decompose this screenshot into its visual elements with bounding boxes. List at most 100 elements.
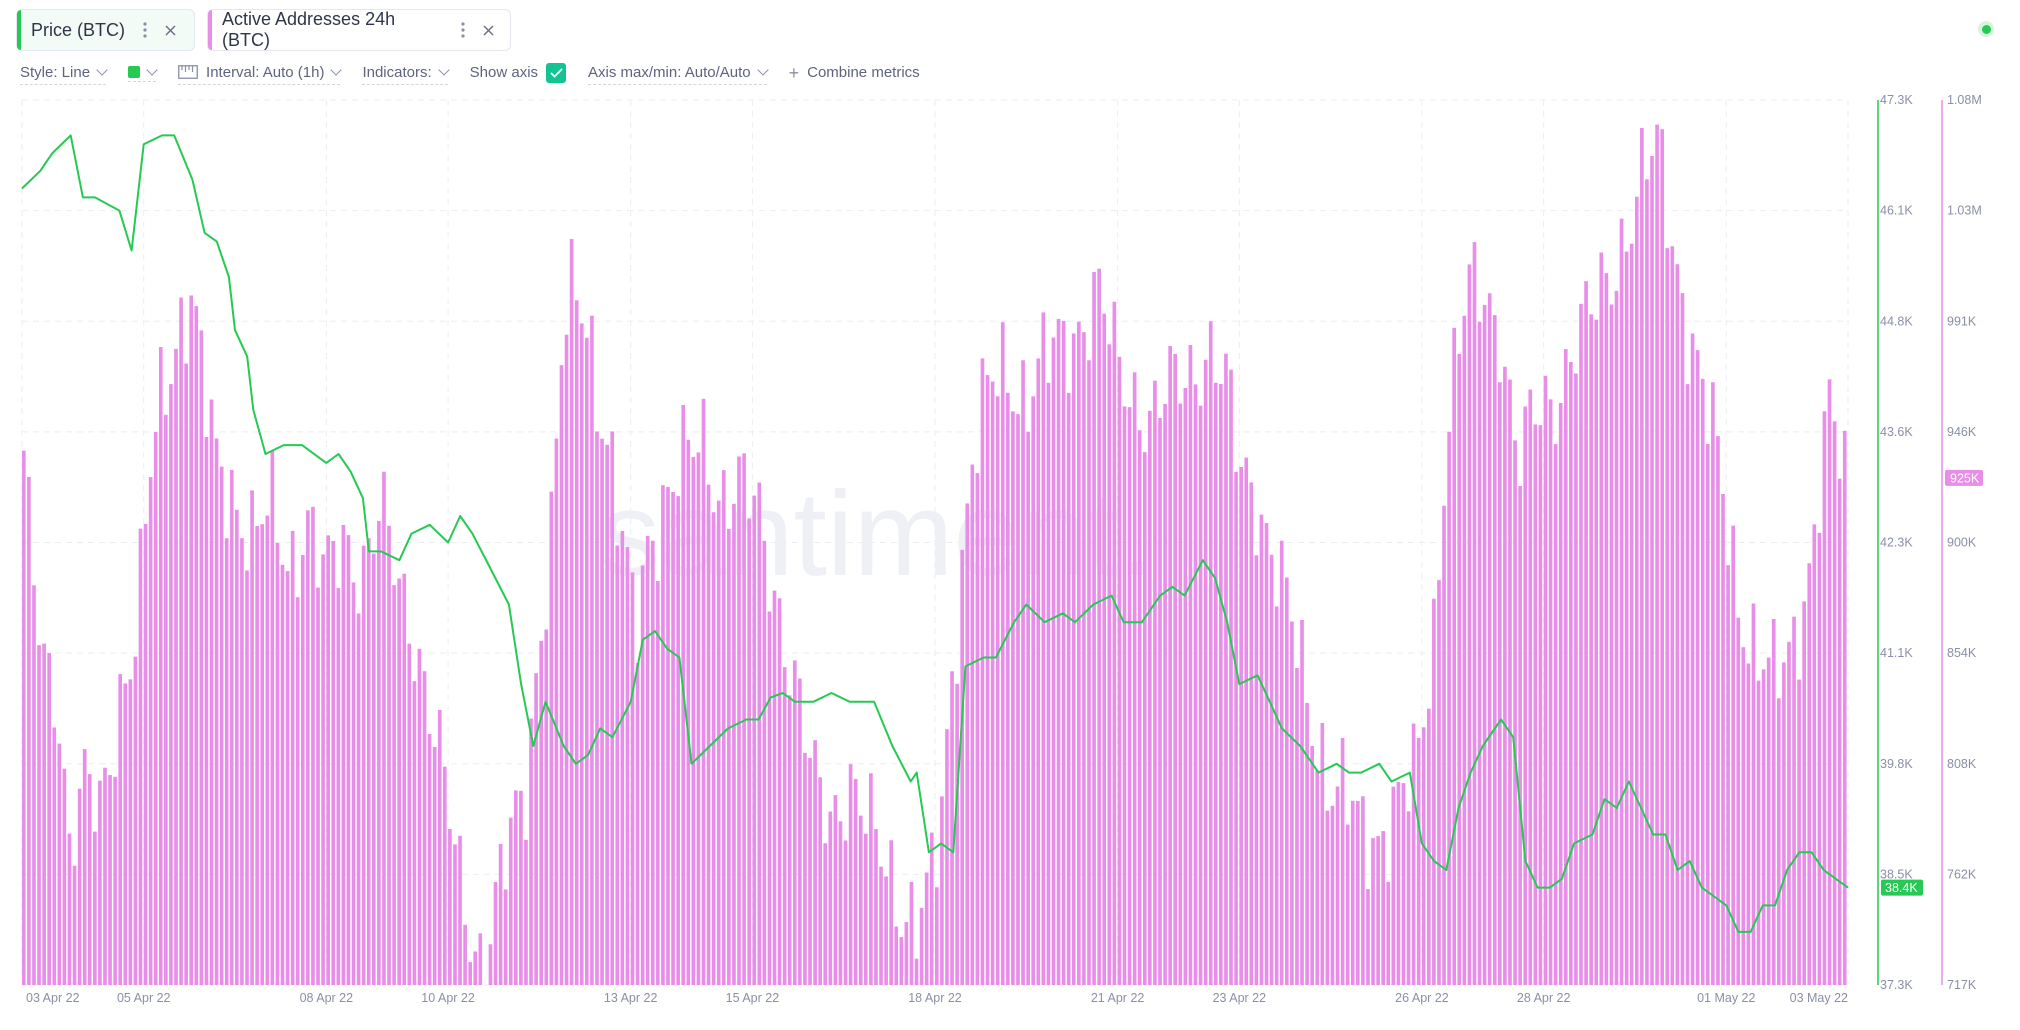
x-axis-tick-label: 15 Apr 22 — [726, 991, 780, 1005]
active-addresses-bar — [1279, 540, 1284, 985]
style-dropdown[interactable]: Style: Line — [20, 64, 108, 85]
active-addresses-bar — [1629, 243, 1634, 985]
active-addresses-bar — [1092, 272, 1096, 985]
more-vertical-icon[interactable] — [143, 22, 147, 38]
active-addresses-bar — [32, 585, 36, 985]
close-icon[interactable] — [483, 24, 494, 36]
active-addresses-bar — [737, 456, 741, 985]
active-addresses-bar — [427, 734, 432, 985]
active-addresses-bar — [1452, 327, 1457, 986]
x-axis-tick-label: 28 Apr 22 — [1517, 991, 1571, 1005]
active-addresses-bar — [123, 683, 128, 985]
chart-axes: 47.3K 46.1K 44.8K 43.6K 42.3K 41.1K 39.8K 38.5K… — [26, 93, 1983, 1005]
more-vertical-icon[interactable] — [461, 22, 465, 38]
active-addresses-bar — [1432, 598, 1436, 985]
active-addresses-bar — [1148, 410, 1152, 986]
active-addresses-bar — [539, 640, 544, 985]
active-addresses-bar — [1721, 494, 1725, 985]
active-addresses-bar — [1269, 554, 1274, 985]
active-addresses-bar — [22, 450, 26, 985]
active-addresses-bar — [1249, 482, 1254, 985]
tab-active-addresses[interactable]: Active Addresses 24h (BTC) — [207, 9, 511, 51]
x-axis-tick-label: 13 Apr 22 — [604, 991, 658, 1005]
active-addresses-bar — [1061, 320, 1066, 985]
active-addresses-bar — [285, 571, 290, 985]
active-addresses-bar — [1437, 580, 1441, 985]
active-addresses-bar — [792, 660, 797, 985]
active-addresses-bar — [727, 528, 731, 985]
active-addresses-bar — [331, 540, 336, 985]
active-addresses-bar — [1305, 702, 1309, 985]
interval-dropdown[interactable]: Interval: Auto (1h) — [178, 64, 343, 85]
active-addresses-bar — [990, 381, 995, 985]
x-axis-tick-label: 03 May 22 — [1790, 991, 1848, 1005]
active-addresses-bar — [402, 573, 407, 985]
indicators-dropdown[interactable]: Indicators: — [362, 64, 450, 85]
active-addresses-bar — [838, 821, 843, 985]
active-addresses-bar — [620, 530, 625, 985]
active-addresses-bar — [1274, 606, 1279, 985]
active-addresses-bar — [595, 431, 599, 985]
active-addresses-bar — [1320, 722, 1325, 985]
active-addresses-bar — [1087, 360, 1091, 985]
active-addresses-bar — [1046, 382, 1051, 985]
active-addresses-bars — [22, 124, 1847, 986]
active-addresses-bar — [1645, 179, 1649, 985]
active-addresses-bar — [1193, 384, 1198, 985]
active-addresses-bar — [412, 681, 417, 985]
x-axis-tick-label: 08 Apr 22 — [300, 991, 354, 1005]
price-last-value-label: 38.4K — [1885, 881, 1918, 895]
active-addresses-bar — [1173, 353, 1178, 985]
active-addresses-bar — [341, 524, 346, 985]
active-addresses-bar — [1792, 616, 1796, 985]
active-addresses-bar — [463, 924, 467, 985]
active-addresses-bar — [103, 767, 107, 985]
color-dropdown[interactable] — [128, 64, 158, 82]
close-icon[interactable] — [165, 24, 176, 36]
active-addresses-bar — [1533, 424, 1538, 985]
active-addresses-bar — [828, 811, 833, 985]
active-addresses-bar — [1386, 881, 1391, 985]
active-addresses-bar — [93, 831, 97, 985]
active-addresses-bar — [894, 926, 899, 985]
price-axis-tick-label: 39.8K — [1880, 757, 1913, 771]
active-addresses-bar — [833, 795, 838, 985]
show-axis-label: Show axis — [469, 64, 539, 81]
active-addresses-bar — [169, 384, 173, 986]
x-axis-tick-label: 23 Apr 22 — [1213, 991, 1267, 1005]
active-addresses-bar — [1711, 382, 1715, 985]
active-addresses-bar — [909, 881, 914, 985]
active-addresses-bar — [133, 656, 138, 985]
active-addresses-bar — [1665, 248, 1670, 985]
active-addresses-bar — [955, 683, 959, 985]
active-addresses-bar — [787, 695, 792, 985]
active-addresses-bar — [1508, 379, 1512, 985]
active-addresses-bar — [52, 727, 57, 985]
show-axis-toggle[interactable]: Show axis — [469, 62, 567, 86]
active-addresses-bar — [853, 778, 858, 985]
x-axis-tick-label: 26 Apr 22 — [1395, 991, 1449, 1005]
active-addresses-bar — [77, 788, 82, 985]
active-addresses-bar — [493, 882, 498, 985]
active-addresses-bar — [757, 482, 762, 985]
active-addresses-bar — [696, 452, 701, 985]
active-addresses-bar — [1817, 532, 1822, 985]
active-addresses-bar — [382, 471, 386, 985]
active-addresses-bar — [1741, 647, 1746, 985]
active-addresses-bar — [1670, 246, 1675, 986]
active-addresses-bar — [1634, 196, 1639, 986]
active-addresses-bar — [1325, 810, 1330, 985]
show-axis-checkbox[interactable] — [546, 62, 567, 83]
active-addresses-bar — [686, 439, 691, 985]
active-addresses-bar — [1244, 457, 1249, 985]
active-addresses-bar — [1203, 359, 1208, 985]
active-addresses-bar — [1112, 301, 1117, 985]
active-addresses-bar — [1102, 313, 1107, 985]
active-addresses-color-stripe — [208, 10, 212, 50]
tab-price-btc[interactable]: Price (BTC) — [16, 9, 195, 51]
tab-price-label: Price (BTC) — [31, 19, 125, 40]
combine-metrics-button[interactable]: + Combine metrics — [789, 64, 920, 85]
active-addresses-bar — [67, 833, 72, 985]
axis-minmax-dropdown[interactable]: Axis max/min: Auto/Auto — [588, 64, 769, 85]
